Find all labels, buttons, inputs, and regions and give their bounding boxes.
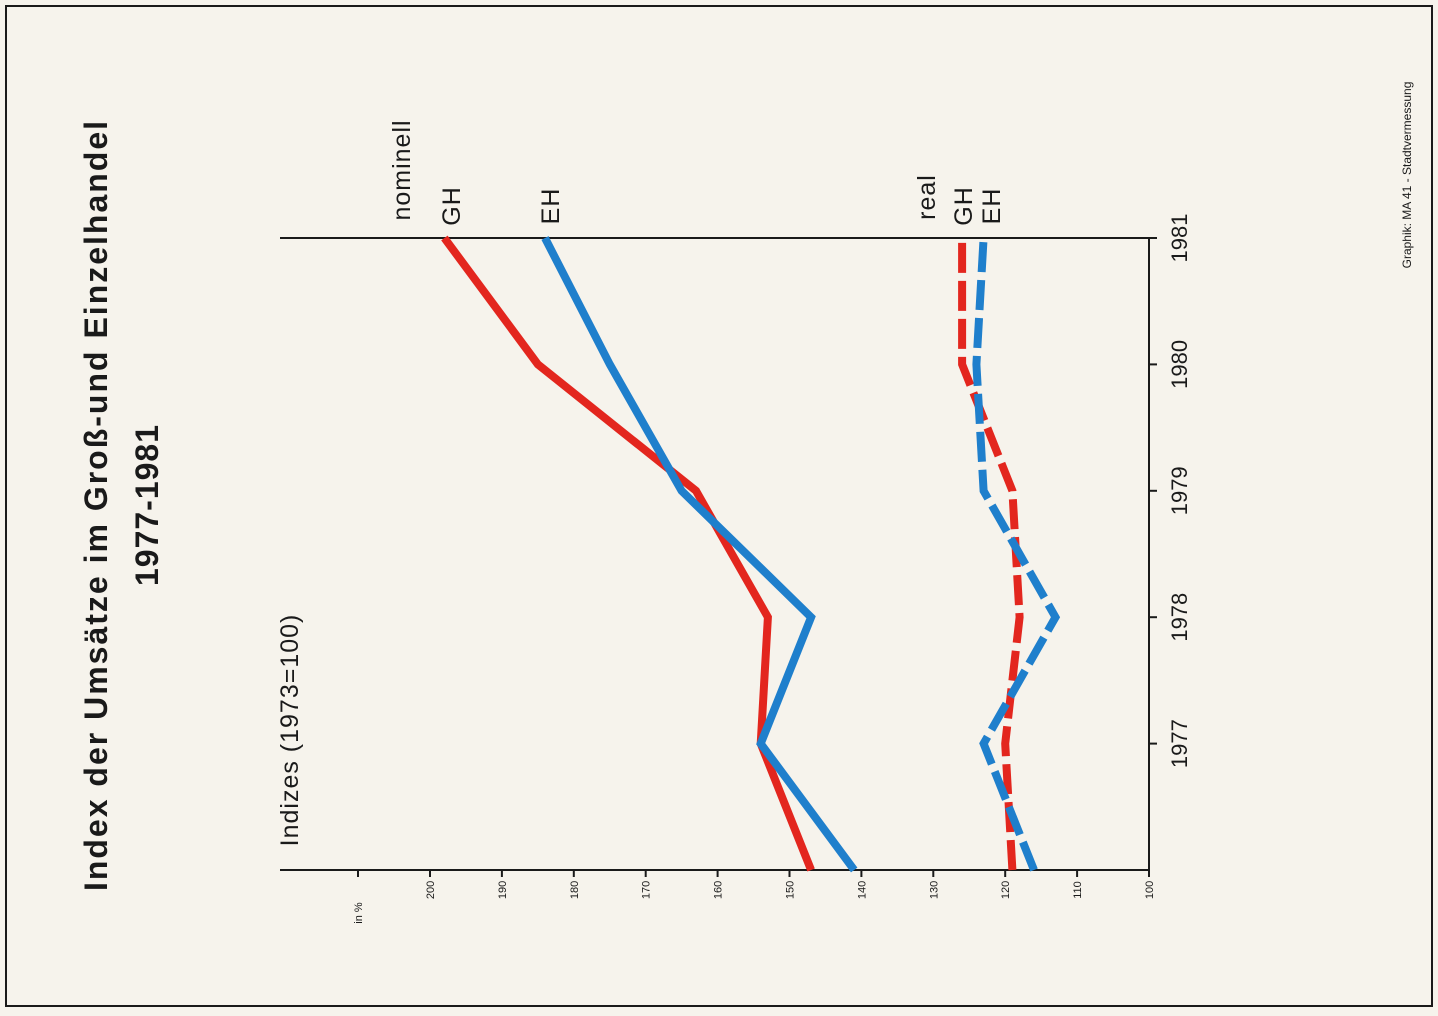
value-tick-label: 140 (856, 881, 868, 899)
graphic-credit: Graphik: MA 41 - Stadtvermessung (1400, 82, 1414, 269)
group-label-real: real (913, 174, 941, 220)
chart-subtitle: 1977-1981 (129, 424, 165, 586)
series-label-eh-nominal: EH (537, 188, 565, 225)
chart-title: Index der Umsätze im Groß-und Einzelhand… (78, 119, 114, 891)
year-tick-label: 1978 (1167, 593, 1192, 642)
value-tick-label: 170 (641, 881, 653, 899)
chart-ticks: 200 190 180 170 160 150 140 130 120 110 100 1977 197… (357, 214, 1192, 899)
chart-lines (441, 235, 1061, 873)
value-tick-label: 200 (425, 881, 437, 899)
y-axis-unit: in % (353, 902, 365, 924)
value-tick-label: 180 (569, 881, 581, 899)
group-label-nominal: nominell (388, 119, 416, 220)
series-line-eh-nominell (541, 236, 858, 873)
value-tick-label: 160 (713, 881, 725, 899)
value-tick-label: 190 (497, 881, 509, 899)
year-tick-label: 1981 (1167, 214, 1192, 263)
year-tick-label: 1980 (1167, 340, 1192, 389)
series-line-eh-real (972, 237, 1061, 872)
series-label-eh-real: EH (978, 188, 1006, 225)
page-border (5, 5, 1433, 1007)
value-tick-label: 120 (1000, 881, 1012, 899)
year-tick-label: 1977 (1167, 719, 1192, 768)
y-axis-label: Indizes (1973=100) (276, 614, 304, 847)
value-tick-label: 100 (1144, 881, 1156, 899)
year-tick-label: 1979 (1167, 466, 1192, 515)
series-label-gh-nominal: GH (438, 186, 466, 226)
series-label-gh-real: GH (950, 186, 978, 226)
series-line-gh-nominell (441, 235, 815, 872)
value-tick-label: 130 (928, 881, 940, 899)
value-tick-label: 110 (1072, 881, 1084, 899)
value-tick-label: 150 (785, 881, 797, 899)
chart-axes (280, 237, 1150, 871)
